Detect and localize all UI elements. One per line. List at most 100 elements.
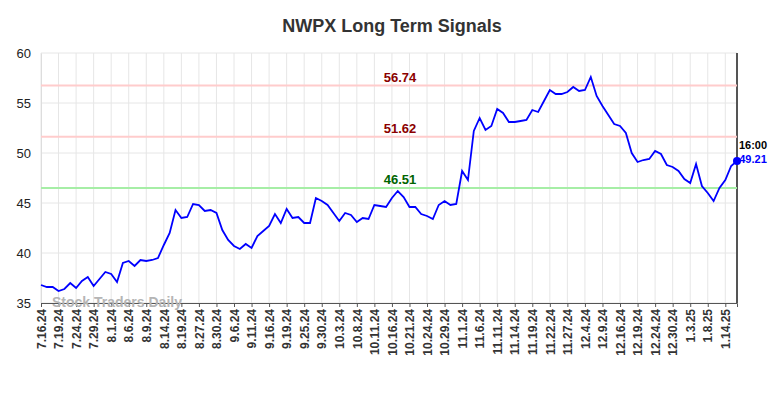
grid-line-x <box>602 53 603 303</box>
x-tick-mark <box>252 303 253 307</box>
x-tick-mark <box>690 303 691 307</box>
x-tick-label: 9.6.24 <box>228 309 242 343</box>
grid-line-x <box>216 53 217 303</box>
grid-line-x <box>690 53 691 303</box>
x-tick-mark <box>480 303 481 307</box>
reference-label: 51.62 <box>384 121 417 136</box>
grid-line-x <box>567 53 568 303</box>
grid-line-x <box>427 53 428 303</box>
x-tick-label: 12.16.24 <box>614 309 628 356</box>
grid-line-x <box>198 53 199 303</box>
x-tick-label: 11.19.24 <box>526 309 540 355</box>
y-tick: 55 <box>17 96 41 111</box>
grid-line-y <box>41 53 737 54</box>
grid-line-x <box>76 53 77 303</box>
x-tick-mark <box>409 303 410 307</box>
x-tick-label: 12.9.24 <box>596 309 610 349</box>
grid-line-x <box>339 53 340 303</box>
x-tick-label: 10.24.24 <box>421 309 435 356</box>
grid-line-x <box>41 53 42 303</box>
x-tick-label: 8.9.24 <box>140 309 154 343</box>
x-tick-mark <box>638 303 639 307</box>
x-tick-mark <box>234 303 235 307</box>
x-tick-label: 7.19.24 <box>52 309 66 349</box>
x-tick: 9.25.24 <box>298 303 312 349</box>
x-tick-mark <box>585 303 586 307</box>
x-tick-label: 8.30.24 <box>210 309 224 349</box>
x-tick-mark <box>620 303 621 307</box>
x-tick: 11.11.24 <box>491 303 505 354</box>
x-tick-mark <box>497 303 498 307</box>
x-tick-label: 12.30.24 <box>666 309 680 356</box>
x-tick: 8.27.24 <box>193 303 207 349</box>
x-tick: 1.3.25 <box>684 303 698 342</box>
x-tick-mark <box>392 303 393 307</box>
reference-label: 56.74 <box>384 70 417 85</box>
x-tick-label: 8.14.24 <box>158 309 172 349</box>
x-tick-label: 11.22.24 <box>544 309 558 355</box>
grid-line-x <box>374 53 375 303</box>
y-tick-label: 55 <box>17 96 31 111</box>
grid-line-x <box>304 53 305 303</box>
x-tick-mark <box>374 303 375 307</box>
x-tick-label: 10.21.24 <box>403 309 417 356</box>
reference-line <box>41 136 737 138</box>
x-tick-mark <box>445 303 446 307</box>
x-tick: 10.8.24 <box>351 303 365 349</box>
x-tick-label: 7.29.24 <box>87 309 101 349</box>
grid-line-x <box>356 53 357 303</box>
grid-line-x <box>620 53 621 303</box>
x-tick-mark <box>673 303 674 307</box>
x-tick: 11.22.24 <box>544 303 558 355</box>
x-tick-mark <box>287 303 288 307</box>
y-tick-label: 60 <box>17 46 31 61</box>
x-tick: 11.6.24 <box>473 303 487 348</box>
y-tick-label: 40 <box>17 246 31 261</box>
x-tick-label: 11.11.24 <box>491 309 505 355</box>
x-tick: 11.27.24 <box>561 303 575 355</box>
x-tick-label: 8.1.24 <box>105 309 119 343</box>
x-tick-mark <box>515 303 516 307</box>
x-tick: 9.19.24 <box>280 303 294 349</box>
grid-line-x <box>128 53 129 303</box>
x-tick: 9.16.24 <box>263 303 277 349</box>
x-tick: 10.11.24 <box>368 303 382 355</box>
x-tick-mark <box>602 303 603 307</box>
price-line <box>41 77 737 291</box>
grid-line-x <box>532 53 533 303</box>
watermark: Stock Traders Daily <box>52 294 182 310</box>
x-tick: 12.16.24 <box>614 303 628 356</box>
x-tick-mark <box>655 303 656 307</box>
grid-line-x <box>93 53 94 303</box>
x-tick-label: 10.11.24 <box>368 309 382 355</box>
x-tick: 10.16.24 <box>386 303 400 356</box>
grid-line-x <box>58 53 59 303</box>
x-tick: 9.11.24 <box>245 303 259 348</box>
grid <box>41 53 737 303</box>
x-tick-label: 12.4.24 <box>579 309 593 349</box>
x-tick-mark <box>357 303 358 307</box>
x-tick: 7.16.24 <box>35 303 49 349</box>
y-axis: 354045505560 <box>17 46 42 311</box>
plot-area <box>41 77 741 291</box>
x-tick-mark <box>269 303 270 307</box>
grid-line-x <box>146 53 147 303</box>
reference-line <box>41 187 737 189</box>
x-tick-label: 7.24.24 <box>70 309 84 349</box>
x-tick-mark <box>339 303 340 307</box>
x-tick-mark <box>567 303 568 307</box>
x-tick-label: 8.6.24 <box>122 309 136 343</box>
x-tick: 10.29.24 <box>438 303 452 356</box>
x-tick-label: 12.24.24 <box>649 309 663 356</box>
x-tick: 11.14.24 <box>508 303 522 355</box>
x-tick: 9.30.24 <box>315 303 329 349</box>
x-tick: 8.30.24 <box>210 303 224 349</box>
x-tick-mark <box>41 303 42 307</box>
grid-line-x <box>707 53 708 303</box>
y-tick-label: 35 <box>17 296 31 311</box>
reference-label: 46.51 <box>384 172 417 187</box>
grid-line-x <box>672 53 673 303</box>
grid-line-y <box>41 253 737 254</box>
x-tick: 9.6.24 <box>228 303 242 342</box>
grid-line-x <box>181 53 182 303</box>
